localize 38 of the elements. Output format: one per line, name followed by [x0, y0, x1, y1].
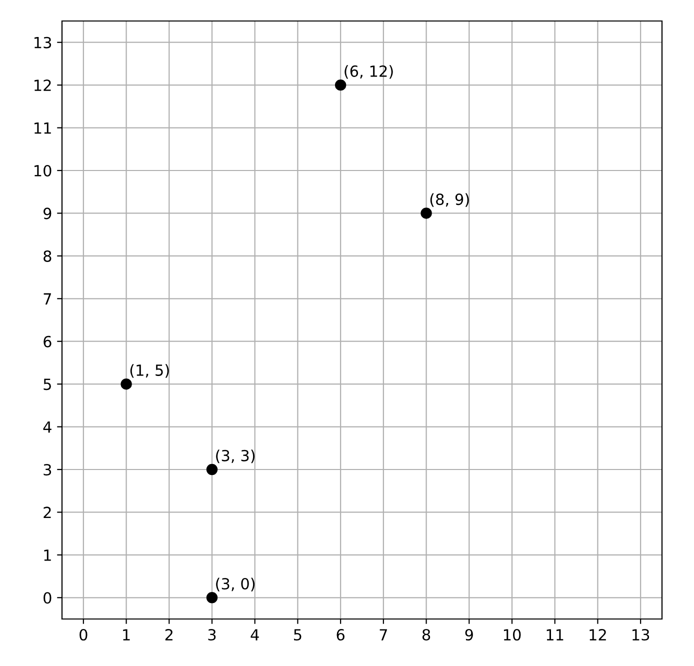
point — [120, 378, 132, 390]
x-tick-label: 7 — [380, 629, 387, 640]
annotation: (6, 12) — [344, 65, 393, 79]
point — [420, 208, 432, 219]
y-tick-label: 11 — [34, 122, 51, 134]
x-tick-label: 0 — [80, 628, 88, 641]
y-tick-label: 3 — [44, 464, 52, 476]
y-tick-label: 10 — [34, 164, 52, 177]
x-tick-label: 3 — [208, 628, 216, 641]
y-tick-label: 12 — [34, 80, 51, 91]
annotation: (3, 3) — [216, 450, 255, 464]
y-tick-label: 13 — [34, 36, 52, 48]
x-tick-label: 6 — [336, 628, 344, 641]
x-tick-label: 2 — [165, 628, 172, 640]
x-tick-label: 13 — [632, 628, 650, 641]
x-tick-label: 11 — [546, 629, 564, 640]
point — [334, 79, 346, 91]
x-tick-label: 10 — [504, 628, 521, 641]
y-tick-label: 7 — [44, 293, 51, 304]
y-tick-label: 0 — [44, 592, 52, 604]
y-tick-label: 6 — [44, 336, 52, 348]
annotation: (3, 0) — [216, 578, 255, 592]
y-tick-label: 1 — [44, 550, 51, 561]
point — [206, 464, 218, 476]
x-tick-label: 4 — [250, 629, 259, 640]
x-tick-label: 1 — [123, 629, 130, 640]
x-tick-label: 12 — [590, 628, 606, 640]
annotation: (8, 9) — [430, 193, 469, 207]
annotation: (1, 5) — [130, 364, 169, 378]
y-tick-label: 8 — [44, 250, 52, 262]
x-tick-label: 5 — [294, 629, 302, 641]
y-tick-label: 9 — [44, 208, 52, 220]
y-tick-label: 4 — [43, 421, 52, 433]
x-tick-label: 9 — [465, 628, 473, 641]
x-tick-label: 8 — [422, 628, 430, 641]
y-tick-label: 5 — [44, 378, 51, 390]
point — [206, 592, 218, 604]
y-tick-label: 2 — [44, 506, 51, 518]
